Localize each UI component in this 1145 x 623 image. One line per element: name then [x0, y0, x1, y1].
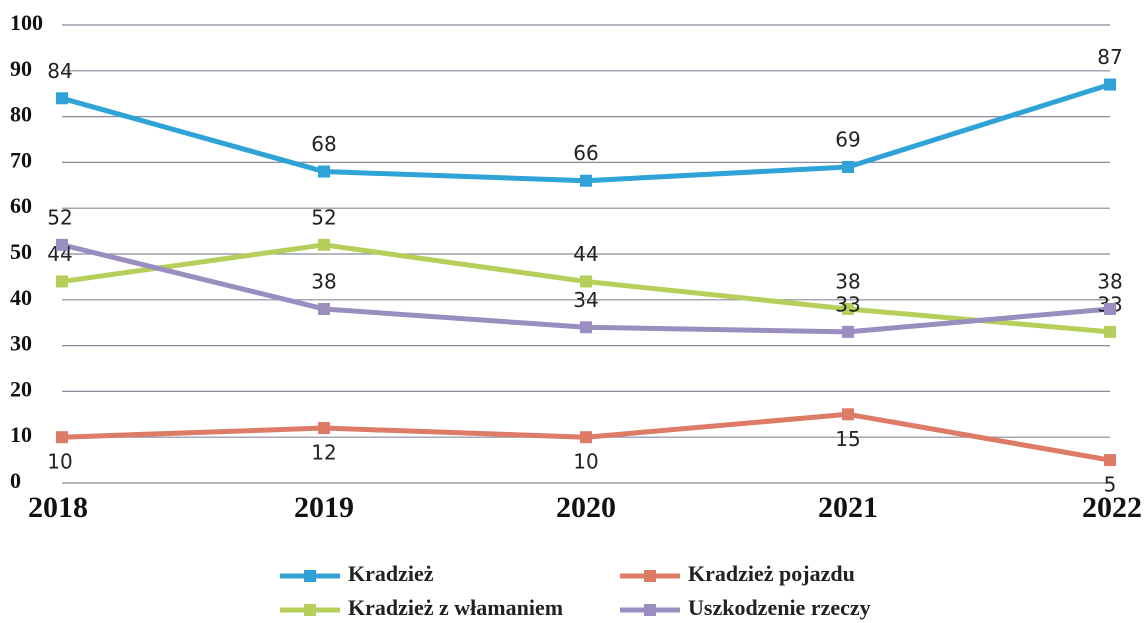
point-marker — [56, 431, 68, 444]
point-marker — [56, 92, 68, 105]
y-tick-label: 70 — [10, 147, 32, 172]
point-marker — [580, 174, 592, 187]
point-marker — [842, 160, 854, 173]
data-label: 52 — [47, 205, 72, 229]
point-marker — [1104, 325, 1116, 338]
series-line — [61, 82, 1111, 184]
legend-label: Uszkodzenie rzeczy — [688, 595, 871, 620]
data-label: 38 — [835, 269, 860, 293]
y-tick-label: 10 — [10, 422, 32, 447]
legend-marker — [644, 604, 656, 616]
data-label: 12 — [311, 441, 336, 465]
point-marker — [1104, 302, 1116, 315]
point-marker — [318, 302, 330, 315]
data-label: 5 — [1104, 473, 1117, 497]
y-tick-label: 40 — [10, 285, 32, 310]
data-label: 69 — [835, 127, 860, 151]
point-marker — [842, 302, 854, 315]
point-marker — [1104, 454, 1116, 467]
point-marker — [56, 275, 68, 288]
data-label: 87 — [1097, 45, 1122, 69]
y-tick-label: 80 — [10, 102, 32, 127]
point-marker — [1104, 78, 1116, 91]
legend-marker — [304, 570, 316, 582]
data-label: 38 — [1097, 269, 1122, 293]
point-marker — [842, 325, 854, 338]
data-label: 15 — [835, 427, 860, 451]
point-marker — [580, 321, 592, 334]
data-label: 38 — [311, 269, 336, 293]
data-label: 52 — [311, 205, 336, 229]
point-marker — [842, 408, 854, 421]
x-tick-label: 2021 — [818, 491, 878, 524]
point-marker — [56, 238, 68, 251]
point-marker — [318, 422, 330, 435]
y-tick-label: 90 — [10, 56, 32, 81]
y-tick-label: 60 — [10, 193, 32, 218]
data-label: 10 — [573, 450, 598, 474]
x-tick-label: 2022 — [1082, 491, 1142, 524]
legend-marker — [304, 604, 316, 616]
point-marker — [318, 165, 330, 178]
point-marker — [318, 238, 330, 251]
data-label: 84 — [47, 59, 72, 83]
legend-label: Kradzież pojazdu — [688, 561, 855, 586]
data-label: 33 — [835, 292, 860, 316]
point-marker — [580, 431, 592, 444]
y-tick-label: 30 — [10, 331, 32, 356]
y-tick-label: 50 — [10, 239, 32, 264]
y-tick-label: 20 — [10, 376, 32, 401]
legend-marker — [644, 570, 656, 582]
y-tick-label: 100 — [10, 10, 43, 35]
data-label: 68 — [311, 132, 336, 156]
x-tick-label: 2019 — [294, 491, 354, 524]
x-tick-label: 2020 — [556, 491, 616, 524]
point-marker — [580, 275, 592, 288]
data-label: 34 — [573, 288, 598, 312]
x-tick-label: 2018 — [28, 491, 88, 524]
data-label: 10 — [47, 450, 72, 474]
data-label: 66 — [573, 141, 598, 165]
legend-label: Kradzież — [348, 561, 434, 586]
legend-label: Kradzież z włamaniem — [348, 595, 563, 620]
y-tick-label: 0 — [10, 468, 21, 493]
data-label: 44 — [573, 242, 598, 266]
